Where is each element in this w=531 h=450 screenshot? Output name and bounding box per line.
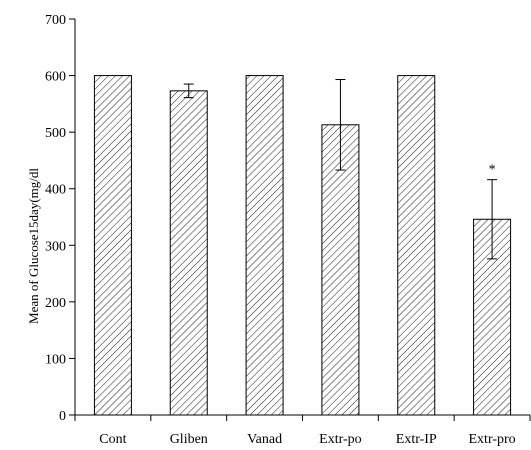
y-tick-label: 700 — [45, 13, 66, 28]
bar-extr-ip — [397, 75, 436, 416]
y-tick-label: 600 — [45, 70, 66, 85]
labels-group: Cont Gliben Vanad Extr-po Extr-IP Extr-pro * 0 1… — [45, 13, 516, 447]
y-tick-label: 100 — [45, 352, 66, 367]
error-bars-group — [183, 79, 498, 260]
x-tick-label: Vanad — [247, 432, 282, 447]
x-tick-label: Gliben — [170, 432, 208, 447]
bar-gliben — [169, 90, 208, 416]
x-tick-label: Extr-IP — [396, 432, 437, 447]
significance-marker: * — [489, 163, 496, 178]
y-tick-label: 500 — [45, 126, 66, 141]
y-tick-label: 0 — [59, 409, 66, 424]
x-tick-label: Extr-pro — [469, 432, 516, 447]
bars-group — [93, 75, 512, 416]
y-tick-label: 300 — [45, 239, 66, 254]
y-axis-label: Mean of Glucose15day(mg/dl — [26, 168, 41, 324]
bar-vanad — [245, 75, 284, 416]
bar-extr-po — [321, 124, 360, 416]
bar-cont — [93, 75, 132, 416]
axes-group — [69, 18, 531, 421]
x-tick-label: Cont — [99, 432, 126, 447]
y-tick-label: 200 — [45, 296, 66, 311]
y-tick-label: 400 — [45, 183, 66, 198]
x-tick-label: Extr-po — [319, 432, 362, 447]
